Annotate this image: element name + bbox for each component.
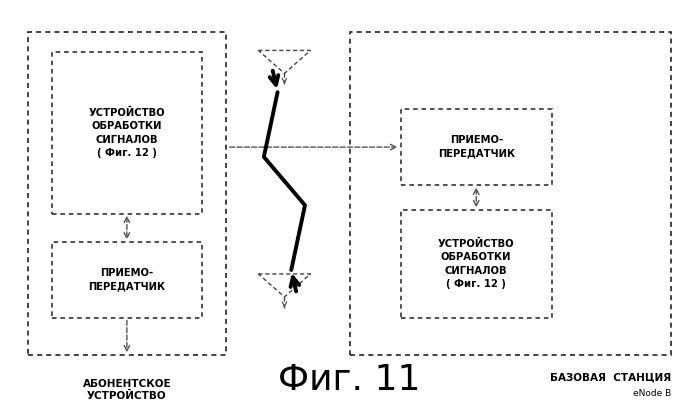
Text: eNode B: eNode B xyxy=(633,389,672,398)
Text: УСТРОЙСТВО
ОБРАБОТКИ
СИГНАЛОВ
( Фиг. 12 ): УСТРОЙСТВО ОБРАБОТКИ СИГНАЛОВ ( Фиг. 12 … xyxy=(89,108,165,158)
Text: Фиг. 11: Фиг. 11 xyxy=(278,363,421,397)
Text: БАЗОВАЯ  СТАНЦИЯ: БАЗОВАЯ СТАНЦИЯ xyxy=(550,373,672,383)
Text: УСТРОЙСТВО
ОБРАБОТКИ
СИГНАЛОВ
( Фиг. 12 ): УСТРОЙСТВО ОБРАБОТКИ СИГНАЛОВ ( Фиг. 12 … xyxy=(438,239,514,289)
Text: АБОНЕНТСКОЕ
УСТРОЙСТВО: АБОНЕНТСКОЕ УСТРОЙСТВО xyxy=(82,379,171,401)
Text: ПРИЕМО-
ПЕРЕДАТЧИК: ПРИЕМО- ПЕРЕДАТЧИК xyxy=(438,136,514,159)
Text: ПРИЕМО-
ПЕРЕДАТЧИК: ПРИЕМО- ПЕРЕДАТЧИК xyxy=(88,268,166,292)
